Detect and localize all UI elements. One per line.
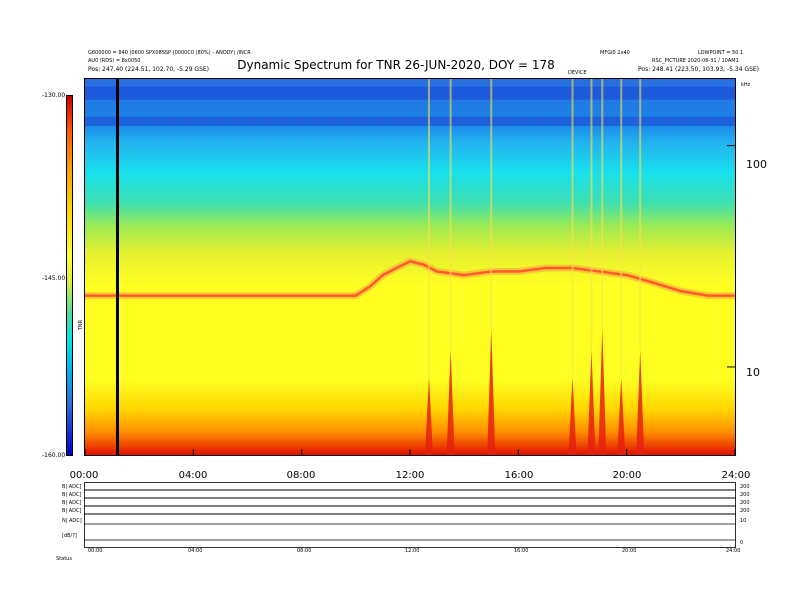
burst-2 [487, 327, 496, 455]
colorbar [66, 95, 73, 456]
lower-row-label-2: B| ADC] [62, 492, 82, 498]
y-tick-100: 100 [746, 158, 767, 171]
header-right-top-a: MFGI0 2x40 [600, 50, 630, 56]
chart-title: Dynamic Spectrum for TNR 26-JUN-2020, DO… [237, 58, 555, 72]
header-right-top-b: LOWPOINT = 50.1 [698, 50, 744, 56]
colorbar-tick-bottom: -160.00 [42, 452, 66, 459]
housekeeping-panel [84, 482, 736, 548]
x-tick-1600: 16:00 [504, 470, 534, 481]
header-right-position: Pos: 248.41 (223.50, 103.93, -5.34 GSE) [638, 66, 760, 73]
colorbar-tick-top: -130.00 [42, 92, 66, 99]
burst-7 [636, 349, 645, 455]
lower-right-label-5: 10 [740, 518, 747, 524]
lower-right-label-2: 200 [740, 492, 750, 498]
x-tick-2400: 24:00 [721, 470, 751, 481]
header-left-position: Pos: 247.40 (224.51, 102.70, -5.29 GSE) [88, 66, 210, 73]
lower-time-tick-5: 20:00 [622, 548, 637, 554]
lower-right-label-1: 200 [740, 484, 750, 490]
colorbar-tick-mid: -145.00 [42, 275, 66, 282]
header-right-small: DEVICE [568, 70, 587, 76]
housekeeping-frame [84, 482, 736, 548]
burst-0 [424, 377, 433, 455]
x-tick-0800: 08:00 [286, 470, 316, 481]
burst-1 [446, 349, 455, 455]
lower-time-tick-4: 16:00 [514, 548, 529, 554]
lower-right-label-4: 200 [740, 508, 750, 514]
lower-time-tick-0: 00:00 [88, 548, 103, 554]
spectrogram-svg [85, 79, 735, 455]
spectrum-background [85, 79, 735, 455]
lower-row-label-3: B| ADC] [62, 500, 82, 506]
lower-time-tick-1: 04:00 [188, 548, 203, 554]
y-tick-10: 10 [746, 366, 760, 379]
lower-time-tick-2: 08:00 [297, 548, 312, 554]
burst-5 [598, 327, 607, 455]
lower-footer-label: Status [56, 556, 72, 562]
burst-3 [568, 377, 577, 455]
y-unit-label: kHz [741, 82, 751, 88]
lower-row-label-4: B| ADC] [62, 508, 82, 514]
lower-right-label-6: 0 [740, 540, 744, 546]
header-left-line1: G600000 = 840 (0600 SPX08SSP (0000C0 (80… [88, 50, 251, 56]
burst-6 [617, 377, 626, 455]
x-tick-0000: 00:00 [69, 470, 99, 481]
lower-time-tick-3: 12:00 [405, 548, 420, 554]
lower-row-label-6: [dB/?] [62, 533, 77, 539]
lower-time-tick-6: 24:00 [726, 548, 741, 554]
lower-row-label-1: B| ADC] [62, 484, 82, 490]
lower-row-label-5: N| ADC] [62, 518, 82, 524]
x-tick-2000: 20:00 [612, 470, 642, 481]
x-tick-1200: 12:00 [395, 470, 425, 481]
lower-right-label-3: 200 [740, 500, 750, 506]
header-left-line2: AU0 (RDS) = 8x0050 [88, 58, 141, 64]
housekeeping-svg [84, 482, 736, 548]
spectrogram-plot [84, 78, 736, 456]
dark-band-0 [85, 86, 735, 100]
x-tick-0400: 04:00 [178, 470, 208, 481]
dark-band-1 [85, 116, 735, 126]
burst-4 [587, 349, 596, 455]
header-right-line2: RSC_PICTURE 2020-06-31 / 10AM1 [652, 58, 739, 64]
